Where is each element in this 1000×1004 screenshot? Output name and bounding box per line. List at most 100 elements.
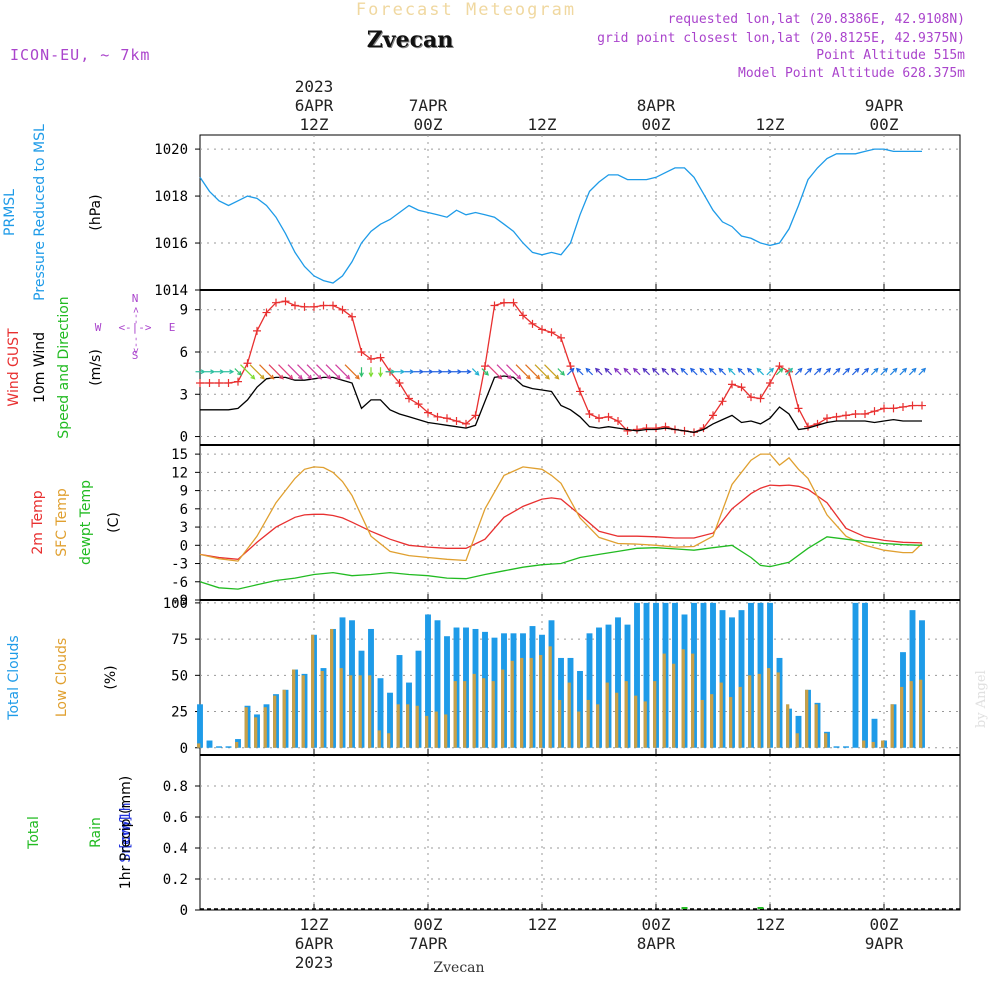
low-cloud-bar	[624, 681, 628, 748]
wind-arrow-head	[288, 374, 294, 380]
wind-arrow-head	[613, 367, 619, 373]
y-tick-label: 50	[171, 668, 188, 684]
top-time-label: 00Z	[870, 115, 899, 134]
y-tick-label: -3	[171, 557, 188, 573]
y-tick-label: 75	[171, 632, 188, 648]
wind-arrow	[775, 368, 784, 376]
total-cloud-bar	[206, 740, 213, 748]
y-tick-label: 0	[180, 430, 188, 446]
wind-arrow	[785, 368, 793, 376]
low-cloud-bar	[615, 692, 619, 748]
low-cloud-bar	[406, 704, 410, 748]
y-tick-label: 1020	[154, 142, 188, 158]
panel-label: (hPa)	[88, 194, 104, 230]
panel-3: -9 -6 -3 0 3 6 9 12 15 2m Temp SFC Temp dewpt Temp (…	[30, 444, 961, 609]
low-cloud-bar	[795, 733, 799, 748]
wind-arrow-head	[854, 367, 860, 373]
wind-arrow-head	[569, 367, 575, 373]
wind-arrow-head	[474, 370, 480, 376]
low-cloud-bar	[586, 699, 590, 748]
low-cloud-bar	[662, 653, 666, 748]
wind-arrow	[832, 368, 841, 376]
gust-marker	[272, 298, 280, 307]
low-cloud-bar	[757, 673, 761, 748]
wind-arrow-head	[250, 374, 256, 380]
wind-arrow-head	[326, 374, 332, 380]
wind-arrow-head	[921, 367, 927, 373]
gust-marker	[348, 312, 356, 321]
wind-arrow	[623, 368, 632, 376]
y-tick-label: 9	[180, 484, 188, 500]
gust-marker	[775, 362, 784, 371]
gust-marker	[462, 419, 470, 428]
panel-2: 0 3 6 9 Wind GUST 10m Wind Speed and Direction…	[6, 289, 961, 446]
low-cloud-bar	[881, 740, 885, 748]
top-time-label: 8APR	[637, 96, 676, 115]
gust-marker	[443, 414, 451, 423]
wind-arrow	[652, 368, 660, 376]
total-cloud-bar	[415, 650, 422, 748]
panel-label: PRMSL	[2, 189, 18, 236]
low-cloud-bar	[510, 660, 514, 748]
wind-arrow-head	[516, 374, 522, 380]
wind-arrow-head	[708, 367, 714, 373]
wind-arrow	[794, 368, 803, 376]
total-cloud-bar	[377, 678, 384, 748]
gust-marker	[262, 308, 271, 317]
total-cloud-bar	[577, 670, 583, 748]
low-cloud-bar	[244, 707, 248, 748]
wind-arrow-head	[400, 369, 406, 375]
low-cloud-bar	[197, 743, 201, 748]
y-tick-label: 3	[180, 387, 188, 403]
total-cloud-bar	[444, 636, 450, 748]
y-tick-label: -6	[171, 575, 188, 591]
wind-arrow	[544, 364, 559, 380]
wind-arrow	[268, 364, 284, 380]
low-cloud-bar	[330, 628, 334, 748]
bottom-time-label: 8APR	[637, 934, 676, 953]
low-cloud-bar	[776, 672, 780, 748]
low-cloud-bar	[871, 741, 875, 748]
compass-east-label: E	[169, 321, 176, 334]
total-cloud-bar	[729, 617, 735, 748]
wind-arrow-head	[892, 367, 898, 373]
total-cloud-bar	[434, 620, 441, 748]
top-time-label: 2023	[295, 77, 334, 96]
y-tick-label: 1018	[154, 189, 188, 205]
bottom-time-label: 6APR	[295, 934, 334, 953]
total-cloud-bar	[387, 692, 393, 748]
low-cloud-bar	[862, 740, 866, 748]
wind-arrow-head	[670, 367, 676, 373]
low-cloud-bar	[634, 695, 638, 748]
low-cloud-bar	[472, 673, 476, 748]
wind-arrow-head	[359, 372, 364, 378]
bottom-time-label: 9APR	[865, 934, 904, 953]
forecast-title: Forecast Meteogram	[356, 0, 576, 20]
gust-marker	[196, 379, 204, 387]
wind-arrow-head	[769, 367, 775, 373]
bottom-time-label: 2023	[295, 953, 334, 972]
low-cloud-bar	[596, 704, 600, 748]
gust-marker	[405, 394, 413, 403]
wind-arrow	[487, 364, 502, 380]
wind-arrow-head	[237, 370, 243, 376]
gust-marker	[538, 325, 546, 334]
gust-marker	[652, 424, 660, 433]
y-tick-label: 0.6	[163, 810, 188, 826]
wind-arrow	[234, 368, 242, 376]
panel-label: Total	[26, 816, 42, 850]
wind-arrow-head	[642, 367, 648, 373]
bottom-time-label: 12Z	[756, 915, 785, 934]
wind-arrow	[335, 364, 350, 380]
wind-arrow-head	[200, 369, 206, 375]
gust-marker	[291, 301, 299, 310]
wind-arrow-head	[835, 367, 841, 373]
wind-arrow-head	[219, 369, 225, 375]
wind-arrow-head	[229, 369, 235, 375]
requested-coords: requested lon,lat (20.8386E, 42.9108N)	[668, 12, 965, 27]
low-cloud-bar	[254, 717, 258, 748]
y-tick-label: 0	[180, 903, 188, 919]
total-cloud-bar	[700, 602, 707, 748]
compass-south-label: S	[132, 349, 139, 362]
